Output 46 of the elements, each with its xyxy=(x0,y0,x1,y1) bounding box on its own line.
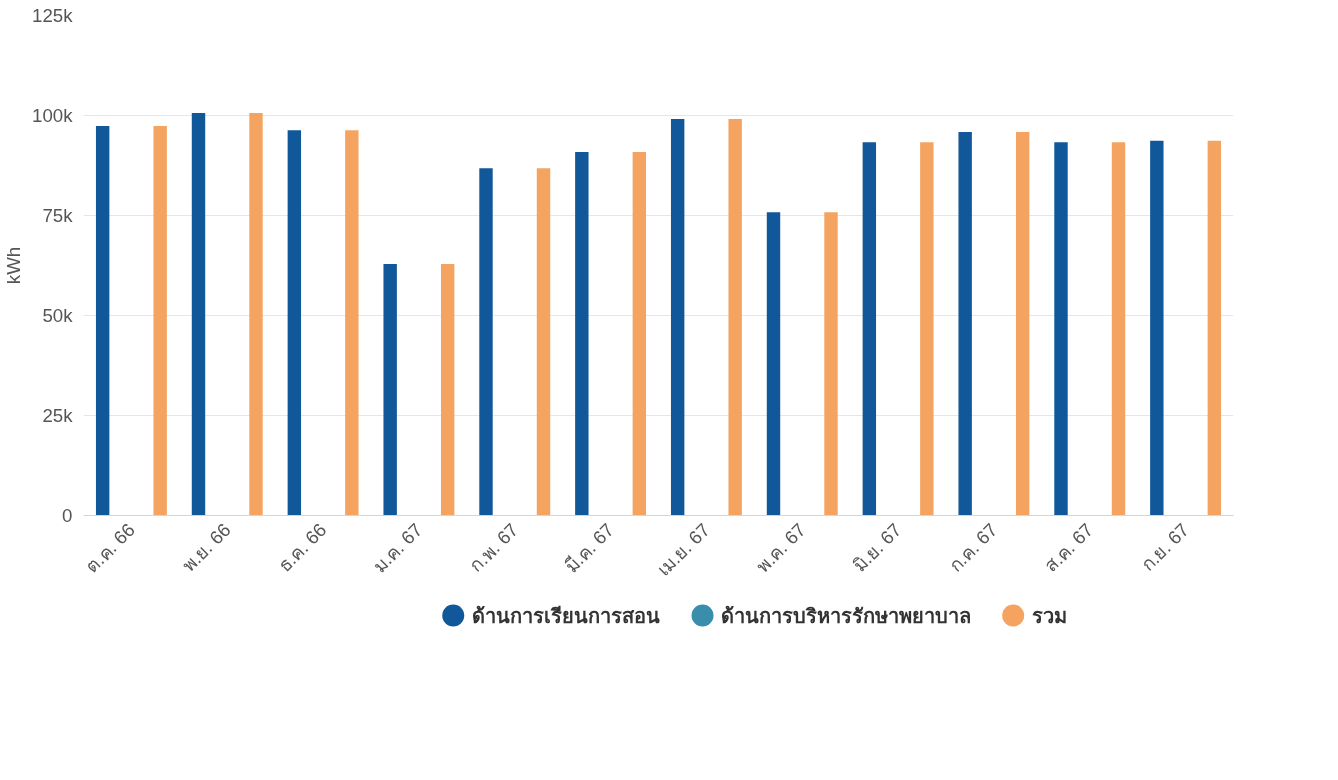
legend-label: รวม xyxy=(1031,604,1067,627)
x-tick-label: มี.ค. 67 xyxy=(560,519,619,577)
bar xyxy=(1207,140,1222,516)
legend-label: ด้านการบริหารรักษาพยาบาล xyxy=(721,604,972,627)
x-tick-label: พ.ค. 67 xyxy=(752,519,810,577)
bar xyxy=(1150,140,1164,516)
bar xyxy=(383,263,397,516)
bar xyxy=(728,119,742,516)
bar xyxy=(153,125,167,516)
bar xyxy=(824,212,838,516)
y-tick-label: 75k xyxy=(42,205,74,226)
bar xyxy=(1054,142,1068,516)
bar xyxy=(536,168,551,516)
bar xyxy=(1015,131,1030,516)
bar xyxy=(766,212,781,516)
y-tick-label: 0 xyxy=(62,505,73,526)
x-tick-label: ก.พ. 67 xyxy=(465,519,523,576)
x-tick-label: ก.ย. 67 xyxy=(1136,519,1194,576)
x-tick-label: มิ.ย. 67 xyxy=(848,519,906,576)
bar xyxy=(670,119,685,516)
bar xyxy=(1111,142,1126,516)
y-tick-label: 100k xyxy=(32,105,74,126)
bar xyxy=(632,151,647,516)
x-tick-label: ส.ค. 67 xyxy=(1040,519,1098,576)
bar xyxy=(958,131,972,516)
x-tick-label: ธ.ค. 66 xyxy=(273,519,331,576)
x-tick-label: ม.ค. 67 xyxy=(368,519,427,577)
x-tick-label: เม.ย. 67 xyxy=(652,519,714,581)
y-tick-label: 25k xyxy=(42,405,74,426)
legend-label: ด้านการเรียนการสอน xyxy=(471,604,660,627)
bar xyxy=(95,125,110,516)
x-tick-label: ก.ค. 67 xyxy=(944,519,1002,576)
y-tick-label: 125k xyxy=(32,5,74,26)
bar xyxy=(575,151,589,516)
bar xyxy=(479,168,493,516)
bar xyxy=(920,142,934,516)
bar xyxy=(249,113,263,516)
y-axis-title: kWh xyxy=(3,246,25,285)
bar xyxy=(287,130,302,516)
bar xyxy=(345,130,359,516)
y-tick-label: 50k xyxy=(42,305,74,326)
bar xyxy=(862,142,877,516)
bar xyxy=(440,263,455,516)
x-tick-label: ต.ค. 66 xyxy=(81,519,139,577)
bar xyxy=(191,113,206,516)
x-tick-label: พ.ย. 66 xyxy=(177,519,235,576)
